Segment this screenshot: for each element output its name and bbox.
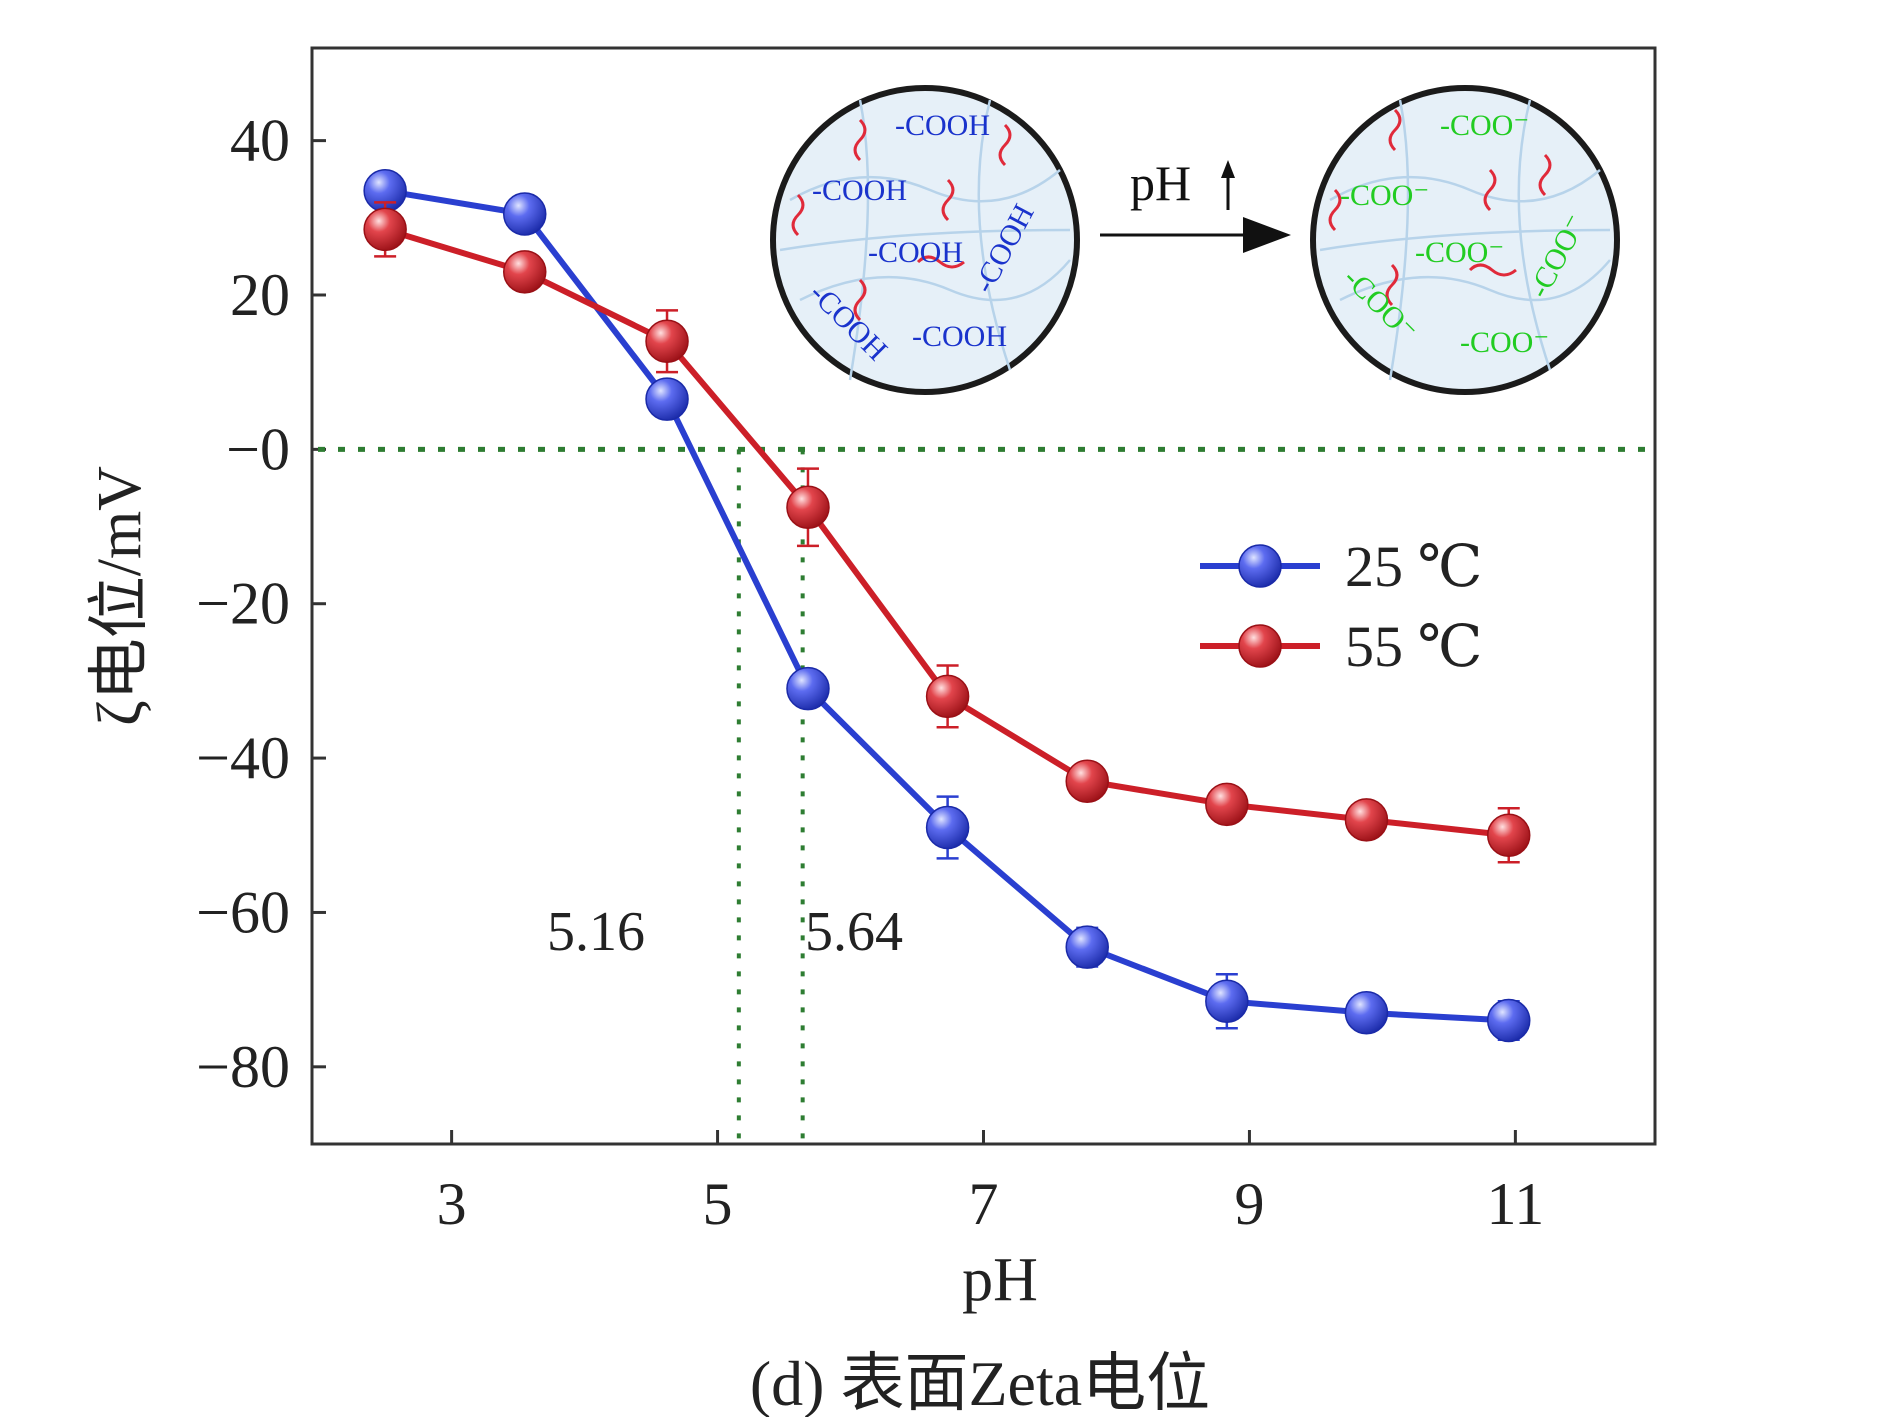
y-tick-label: −60 xyxy=(196,879,290,945)
figure-caption: (d) 表面Zeta电位 xyxy=(750,1348,1210,1417)
data-point xyxy=(503,250,547,294)
y-tick-label: 40 xyxy=(230,108,290,174)
axis-ticks: 3 5 7 9 11 40 20 −0 −20 −40 −60 −80 xyxy=(196,108,1544,1237)
data-point xyxy=(925,805,970,850)
svg-text:-COO⁻: -COO⁻ xyxy=(1460,326,1549,359)
data-point xyxy=(1344,798,1389,842)
svg-text:-COOH: -COOH xyxy=(895,109,990,142)
x-tick-label: 3 xyxy=(437,1171,467,1237)
svg-text:-COOH: -COOH xyxy=(812,174,907,207)
data-point xyxy=(1065,925,1109,969)
x-tick-label: 9 xyxy=(1234,1171,1264,1237)
network-lines-right xyxy=(1319,99,1611,381)
inset-left-particle: -COOH -COOH -COOH -COOH -COOH -COOH xyxy=(770,85,1080,395)
x-tick-label: 11 xyxy=(1486,1171,1544,1237)
data-point xyxy=(503,192,547,236)
data-point xyxy=(1065,759,1109,803)
data-series xyxy=(363,169,1531,1043)
y-tick-label: 20 xyxy=(230,262,290,328)
data-point xyxy=(786,666,830,711)
legend-marker-25c xyxy=(1238,544,1282,588)
svg-text:-COOH: -COOH xyxy=(912,320,1007,353)
series-1 xyxy=(363,201,1531,864)
y-tick-label: −0 xyxy=(226,416,290,482)
data-point xyxy=(1205,782,1249,827)
y-tick-label: −80 xyxy=(196,1034,290,1100)
svg-text:-COO⁻: -COO⁻ xyxy=(1415,236,1504,269)
svg-text:55 ℃: 55 ℃ xyxy=(1345,614,1482,679)
legend: 25 ℃ 55 ℃ xyxy=(1200,534,1482,679)
legend-entry-25c: 25 ℃ xyxy=(1200,534,1482,599)
y-tick-label: −40 xyxy=(196,725,290,791)
data-point xyxy=(1205,979,1249,1023)
data-point xyxy=(1344,991,1389,1035)
data-point xyxy=(1486,813,1531,858)
data-point xyxy=(786,485,830,529)
data-point xyxy=(645,377,689,421)
svg-text:-COO⁻: -COO⁻ xyxy=(1440,109,1529,142)
x-tick-label: 5 xyxy=(703,1171,733,1237)
x-tick-label: 7 xyxy=(969,1171,999,1237)
reference-lines xyxy=(318,446,1649,1144)
annotation-iep-55: 5.64 xyxy=(805,901,903,963)
legend-entry-55c: 55 ℃ xyxy=(1200,614,1482,679)
data-point xyxy=(645,319,689,364)
svg-text:pH: pH xyxy=(1130,155,1191,211)
y-axis-title: ζ电位/mV xyxy=(86,466,154,726)
x-axis-title: pH xyxy=(962,1246,1038,1314)
polymer-chains-right xyxy=(1328,108,1552,307)
data-point xyxy=(925,674,970,719)
inset-arrow: pH xyxy=(1100,155,1291,253)
legend-marker-55c xyxy=(1238,624,1282,668)
series-0 xyxy=(363,169,1531,1043)
data-point xyxy=(363,207,407,252)
svg-text:25 ℃: 25 ℃ xyxy=(1345,534,1482,599)
svg-text:-COO⁻: -COO⁻ xyxy=(1340,179,1429,212)
y-tick-label: −20 xyxy=(196,571,290,637)
inset-right-particle: -COO⁻ -COO⁻ -COO⁻ -COO⁻ -COO⁻ -COO⁻ xyxy=(1310,85,1620,395)
inset-schematic: -COOH -COOH -COOH -COOH -COOH -COOH pH xyxy=(770,85,1620,395)
polymer-chains xyxy=(791,118,1012,322)
svg-text:-COOH: -COOH xyxy=(868,236,963,269)
data-point xyxy=(1486,998,1531,1043)
annotation-iep-25: 5.16 xyxy=(547,901,645,963)
